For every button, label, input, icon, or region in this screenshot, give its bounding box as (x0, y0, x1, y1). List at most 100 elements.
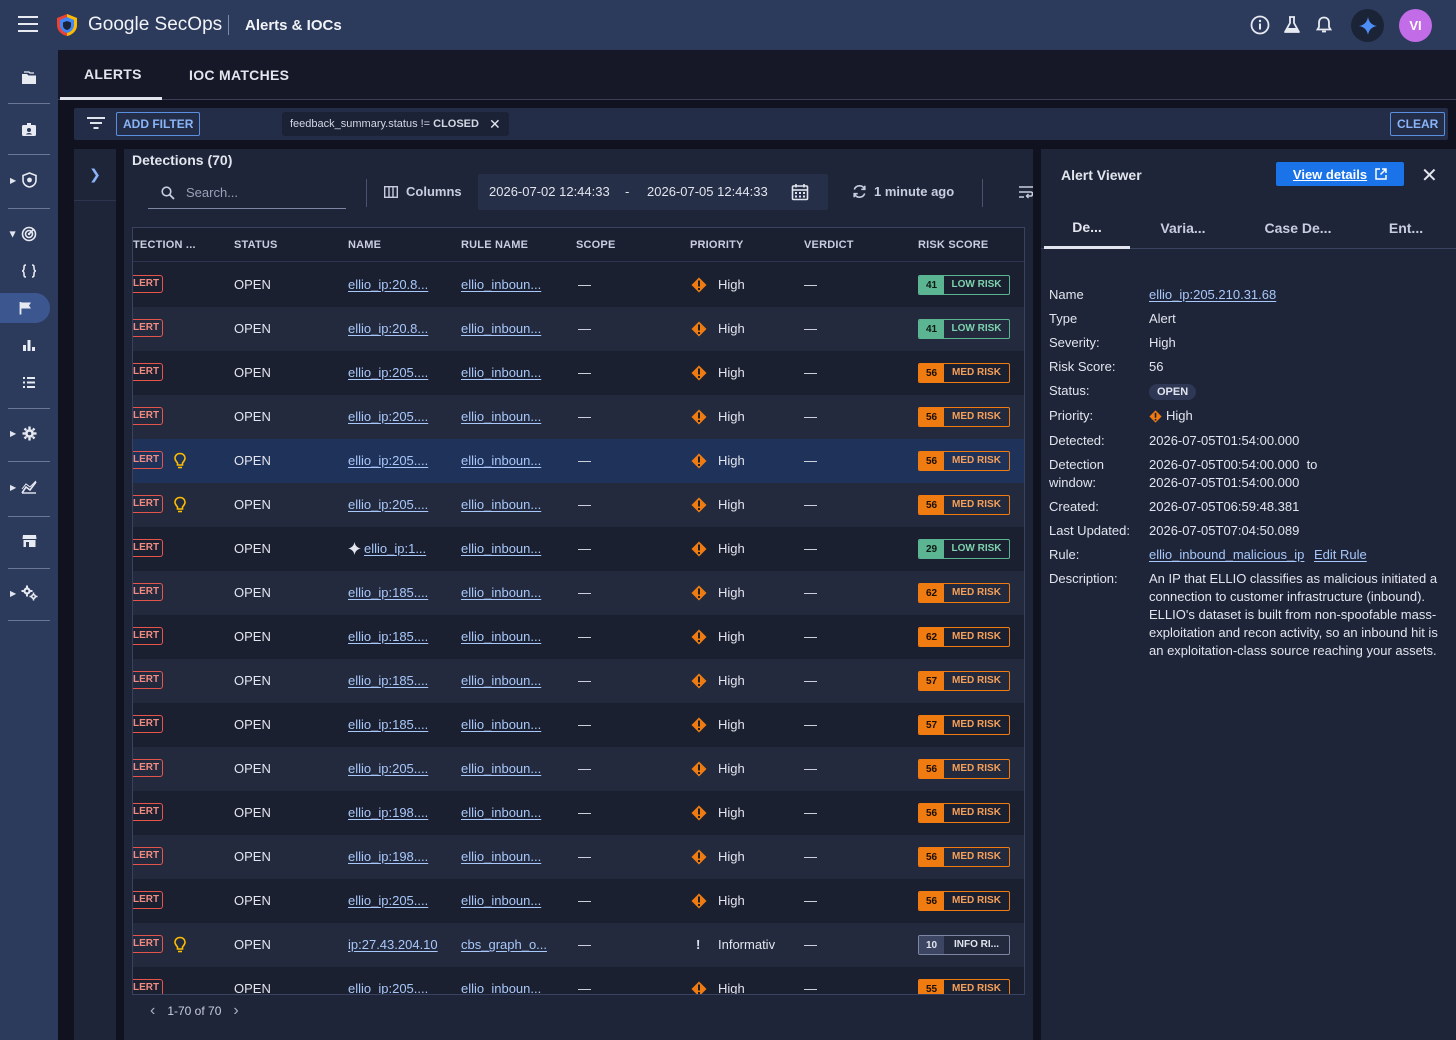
sidenav-settings[interactable]: ▶ (0, 578, 58, 608)
add-filter-button[interactable]: ADD FILTER (116, 112, 201, 136)
prev-page-icon[interactable]: ‹ (150, 1002, 156, 1019)
table-row[interactable]: LERT OPEN ellio_ip:185.... ellio_inboun... —… (133, 615, 1024, 659)
detection-name-link[interactable]: ellio_ip:205.... (348, 893, 429, 908)
table-row[interactable]: LERT OPEN ellio_ip:20.8... ellio_inboun... —… (133, 263, 1024, 307)
labs-flask-icon[interactable] (1282, 15, 1302, 35)
sidenav-marketplace[interactable] (0, 526, 58, 556)
header-scope[interactable]: SCOPE (576, 239, 616, 251)
table-row[interactable]: LERT OPEN ellio_ip:205.... ellio_inboun... —… (133, 395, 1024, 439)
detection-name-link[interactable]: ellio_ip:205.... (348, 497, 429, 512)
calendar-icon[interactable] (791, 183, 809, 201)
lightbulb-icon[interactable] (173, 496, 187, 514)
table-row[interactable]: LERT OPEN ellio_ip:185.... ellio_inboun... —… (133, 659, 1024, 703)
sidenav-dashboards[interactable] (0, 330, 58, 360)
lightbulb-icon[interactable] (173, 452, 187, 470)
table-row[interactable]: LERT OPEN ellio_ip:205.... ellio_inboun... —… (133, 879, 1024, 923)
rule-name-link[interactable]: ellio_inboun... (461, 585, 542, 600)
detection-name-link[interactable]: ellio_ip:185.... (348, 585, 429, 600)
table-row[interactable]: LERT OPEN ip:27.43.204.10 cbs_graph_o... —! I… (133, 923, 1024, 967)
header-priority[interactable]: PRIORITY (690, 239, 744, 251)
sidenav-detection-shield[interactable]: ▶ (0, 165, 58, 195)
rule-name-link[interactable]: ellio_inboun... (461, 453, 542, 468)
tab-alerts[interactable]: ALERTS (60, 50, 162, 100)
table-row[interactable]: LERT OPEN ellio_ip:205.... ellio_inboun... —… (133, 483, 1024, 527)
wrap-text-icon[interactable] (1019, 185, 1033, 199)
detection-name-link[interactable]: ellio_ip:20.8... (348, 277, 429, 292)
table-row[interactable]: LERT OPEN ellio_ip:205.... ellio_inboun... —… (133, 747, 1024, 791)
rule-name-link[interactable]: ellio_inboun... (461, 541, 542, 556)
table-row[interactable]: LERT OPEN ellio_ip:205.... ellio_inboun... —… (133, 439, 1024, 483)
table-row[interactable]: LERT OPEN ellio_ip:1... ellio_inboun... — Hig… (133, 527, 1024, 571)
viewer-tab-details[interactable]: De... (1044, 207, 1130, 249)
rule-name-link[interactable]: ellio_inboun... (461, 849, 542, 864)
table-row[interactable]: LERT OPEN ellio_ip:198.... ellio_inboun... —… (133, 835, 1024, 879)
header-name[interactable]: NAME (348, 239, 382, 251)
edit-rule-link[interactable]: Edit Rule (1314, 547, 1367, 562)
header-risk-score[interactable]: RISK SCORE (918, 239, 989, 251)
header-status[interactable]: STATUS (234, 239, 278, 251)
rule-name-link[interactable]: ellio_inboun... (461, 497, 542, 512)
header-detection-type[interactable]: TECTION ... (133, 239, 196, 251)
viewer-tab-entities[interactable]: Ent... (1388, 220, 1424, 236)
filter-icon[interactable] (87, 116, 105, 130)
rule-name-link[interactable]: ellio_inboun... (461, 805, 542, 820)
table-row[interactable]: LERT OPEN ellio_ip:20.8... ellio_inboun... —… (133, 307, 1024, 351)
tab-ioc-matches[interactable]: IOC MATCHES (189, 67, 290, 83)
viewer-tab-variables[interactable]: Varia... (1160, 220, 1206, 236)
search-input[interactable] (186, 185, 336, 200)
filter-chip[interactable]: feedback_summary.status != CLOSED ✕ (282, 112, 509, 136)
sidenav-rules-editor[interactable] (0, 256, 58, 286)
sidenav-analytics[interactable]: ▶ (0, 472, 58, 502)
rule-name-link[interactable]: ellio_inboun... (461, 893, 542, 908)
rule-name-link[interactable]: ellio_inboun... (461, 761, 542, 776)
viewer-tab-case-details[interactable]: Case De... (1264, 220, 1332, 236)
expand-pane-chevron-icon[interactable]: ❯ (74, 149, 116, 201)
table-row[interactable]: LERT OPEN ellio_ip:185.... ellio_inboun... —… (133, 703, 1024, 747)
detection-name-link[interactable]: ellio_ip:20.8... (348, 321, 429, 336)
rule-name-link[interactable]: ellio_inboun... (461, 409, 542, 424)
rule-name-link[interactable]: ellio_inboun... (461, 629, 542, 644)
menu-icon[interactable] (18, 16, 38, 34)
rule-name-link[interactable]: ellio_inboun... (461, 277, 542, 292)
detection-name-link[interactable]: ellio_ip:205.... (348, 409, 429, 424)
rule-link[interactable]: ellio_inbound_malicious_ip (1149, 547, 1305, 562)
table-row[interactable]: LERT OPEN ellio_ip:198.... ellio_inboun... —… (133, 791, 1024, 835)
sidenav-investigation[interactable] (0, 114, 58, 144)
sidenav-cases[interactable] (0, 63, 58, 93)
gemini-button[interactable] (1351, 9, 1384, 42)
rule-name-link[interactable]: ellio_inboun... (461, 981, 542, 995)
sidenav-lists[interactable] (0, 367, 58, 397)
lightbulb-icon[interactable] (173, 936, 187, 954)
detection-name-link[interactable]: ellio_ip:185.... (348, 629, 429, 644)
rule-name-link[interactable]: cbs_graph_o... (461, 937, 548, 952)
table-row[interactable]: LERT OPEN ellio_ip:205.... ellio_inboun... —… (133, 967, 1024, 995)
rule-name-link[interactable]: ellio_inboun... (461, 717, 542, 732)
detection-name-link[interactable]: ellio_ip:1... (364, 541, 427, 556)
table-row[interactable]: LERT OPEN ellio_ip:205.... ellio_inboun... —… (133, 351, 1024, 395)
rule-name-link[interactable]: ellio_inboun... (461, 673, 542, 688)
table-row[interactable]: LERT OPEN ellio_ip:185.... ellio_inboun... —… (133, 571, 1024, 615)
detection-name-link[interactable]: ip:27.43.204.10 (348, 937, 438, 952)
header-verdict[interactable]: VERDICT (804, 239, 854, 251)
detection-name-link[interactable]: ellio_ip:205.... (348, 981, 429, 995)
date-range-picker[interactable]: 2026-07-02 12:44:33 - 2026-07-05 12:44:3… (478, 174, 828, 210)
refresh-button[interactable]: 1 minute ago (852, 184, 954, 199)
next-page-icon[interactable]: › (233, 1002, 239, 1019)
detection-name-link[interactable]: ellio_ip:185.... (348, 673, 429, 688)
user-avatar[interactable]: VI (1399, 9, 1432, 42)
remove-filter-icon[interactable]: ✕ (488, 115, 501, 132)
sidenav-detection[interactable]: ▶ (0, 219, 58, 249)
close-viewer-icon[interactable]: ✕ (1421, 165, 1438, 187)
rule-name-link[interactable]: ellio_inboun... (461, 321, 542, 336)
view-details-button[interactable]: View details (1276, 162, 1404, 186)
info-icon[interactable] (1250, 15, 1270, 35)
notifications-bell-icon[interactable] (1314, 15, 1334, 35)
alert-name-link[interactable]: ellio_ip:205.210.31.68 (1149, 287, 1277, 302)
clear-filters-button[interactable]: CLEAR (1390, 112, 1446, 136)
detection-name-link[interactable]: ellio_ip:205.... (348, 453, 429, 468)
detection-name-link[interactable]: ellio_ip:205.... (348, 365, 429, 380)
sidenav-alerts-iocs[interactable] (0, 293, 50, 323)
rule-name-link[interactable]: ellio_inboun... (461, 365, 542, 380)
header-rule-name[interactable]: RULE NAME (461, 239, 529, 251)
detection-name-link[interactable]: ellio_ip:185.... (348, 717, 429, 732)
